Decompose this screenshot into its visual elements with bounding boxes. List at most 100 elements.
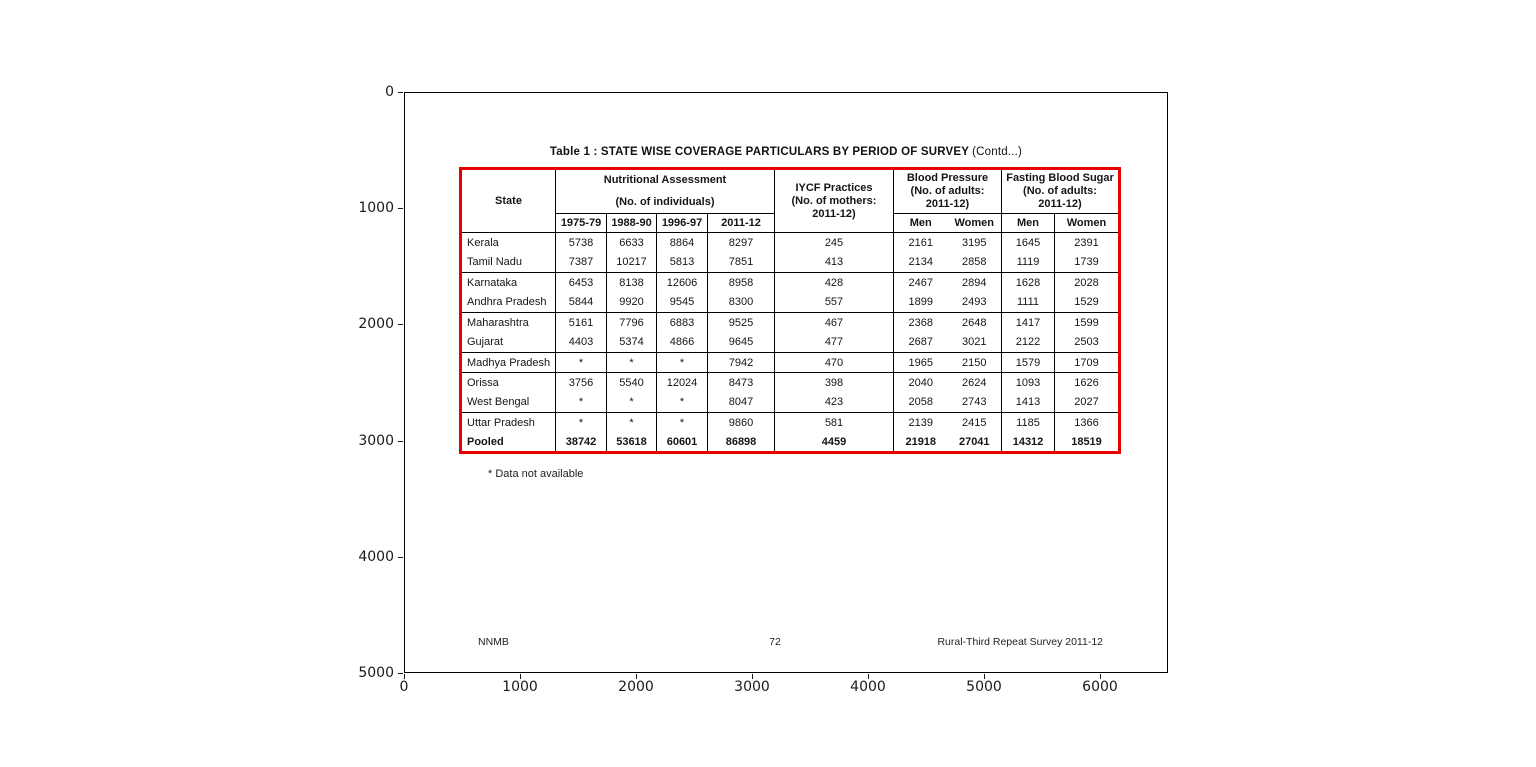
state-cell: Madhya Pradesh <box>460 352 556 373</box>
value-cell: 1628 <box>1001 272 1055 293</box>
value-cell: 398 <box>774 372 894 393</box>
state-cell: Orissa <box>460 372 556 393</box>
x-axis-tick-label: 4000 <box>850 679 886 695</box>
value-cell: 2122 <box>1001 332 1055 353</box>
table-row: Gujarat 4403 5374 4866 9645 477 2687 3021 2122 25… <box>460 332 1120 353</box>
table-row: Karnataka 6453 8138 12606 8958 428 2467 2894 162… <box>460 272 1120 293</box>
header-bp-women: Women <box>947 213 1002 233</box>
value-cell: 2858 <box>962 256 987 269</box>
state-cell: Pooled <box>460 432 556 453</box>
value-cell: 1119 <box>1001 252 1055 273</box>
x-axis-tick-mark <box>1100 674 1101 679</box>
value-cell: 12606 <box>656 272 708 293</box>
header-fbs-women: Women <box>1054 213 1120 233</box>
value-cell: 60601 <box>656 432 708 453</box>
value-cell: 5540 <box>606 372 657 393</box>
footnote: * Data not available <box>488 468 584 480</box>
y-axis-tick-label: 4000 <box>358 548 394 565</box>
y-axis-tick-label: 3000 <box>358 432 394 449</box>
value-cell: 7851 <box>707 252 775 273</box>
value-cell: 5738 <box>555 232 607 253</box>
value-cell: 2134 <box>893 252 948 273</box>
value-cell: 9920 <box>606 292 657 313</box>
value-cell: 477 <box>774 332 894 353</box>
value-cell: 2368 <box>893 312 948 333</box>
table-row: Maharashtra 5161 7796 6883 9525 467 2368 2648 14… <box>460 312 1120 333</box>
header-fbs-line1: Fasting Blood Sugar <box>1006 172 1114 184</box>
coverage-table: State Nutritional Assessment (No. of ind… <box>459 167 1121 454</box>
value-cell: 4403 <box>555 332 607 353</box>
value-cell: 2161 <box>893 232 948 253</box>
header-bp-line2: (No. of adults: <box>910 185 985 197</box>
value-cell: 557 <box>774 292 894 313</box>
value-cell: 8958 <box>707 272 775 293</box>
value-cell: 423 <box>774 392 894 413</box>
x-axis-tick-mark <box>520 674 521 679</box>
value-cell: 2028 <box>1054 272 1120 293</box>
state-cell: Andhra Pradesh <box>460 292 556 313</box>
state-cell: Karnataka <box>460 272 556 293</box>
value-cell: 12024 <box>656 372 708 393</box>
header-year-1988-90: 1988-90 <box>606 213 657 233</box>
value-cell: 1626 <box>1054 372 1120 393</box>
header-iycf: IYCF Practices (No. of mothers: 2011-12) <box>774 168 894 233</box>
value-cell: 245 <box>774 232 894 253</box>
value-cell: 3021 <box>962 336 987 349</box>
x-axis-tick-mark <box>404 674 405 679</box>
value-cell: 1739 <box>1054 252 1120 273</box>
y-axis-tick-mark <box>398 324 403 326</box>
state-cell: Uttar Pradesh <box>460 412 556 433</box>
state-cell: Maharashtra <box>460 312 556 333</box>
value-cell: 2687 <box>893 332 948 353</box>
value-cell: 1579 <box>1001 352 1055 373</box>
value-cell: 5813 <box>656 252 708 273</box>
value-cell: 1093 <box>1001 372 1055 393</box>
value-cell: 7942 <box>707 352 775 373</box>
header-fbs-line2: (No. of adults: <box>1023 185 1097 197</box>
value-cell: * <box>606 412 657 433</box>
x-axis-tick-mark <box>636 674 637 679</box>
x-axis-tick-mark <box>984 674 985 679</box>
value-cell: * <box>656 352 708 373</box>
value-cell: 27041 <box>958 435 990 448</box>
value-cell: 467 <box>774 312 894 333</box>
header-state: State <box>460 168 556 233</box>
value-cell: * <box>555 412 607 433</box>
value-cell: 1417 <box>1001 312 1055 333</box>
y-axis-tick-mark <box>398 440 403 442</box>
value-cell: 3756 <box>555 372 607 393</box>
header-fasting-blood-sugar: Fasting Blood Sugar (No. of adults: 2011… <box>1001 168 1120 214</box>
value-cell: 5844 <box>555 292 607 313</box>
value-cell: 1413 <box>1001 392 1055 413</box>
value-cell: * <box>555 352 607 373</box>
value-cell: 7387 <box>555 252 607 273</box>
y-axis-tick-label: 1000 <box>358 200 394 217</box>
value-cell: 8473 <box>707 372 775 393</box>
value-cell: 1965 <box>893 352 948 373</box>
table-title-suffix: (Contd...) <box>972 146 1023 158</box>
header-year-1996-97: 1996-97 <box>656 213 708 233</box>
table-row: Tamil Nadu 7387 10217 5813 7851 413 2134 2858 11… <box>460 252 1120 273</box>
x-axis-tick-label: 5000 <box>966 679 1002 695</box>
table-row: Uttar Pradesh * * * 9860 581 2139 2415 1185 1366 <box>460 412 1120 433</box>
value-cell: 86898 <box>707 432 775 453</box>
y-axis-tick-label: 2000 <box>358 316 394 333</box>
value-cell: 1111 <box>1001 292 1055 313</box>
header-bp-men: Men <box>893 213 948 233</box>
x-axis-tick-label: 3000 <box>734 679 770 695</box>
header-blood-pressure: Blood Pressure (No. of adults: 2011-12) <box>893 168 1002 214</box>
value-cell: 1185 <box>1001 412 1055 433</box>
header-bp-line1: Blood Pressure <box>906 172 989 184</box>
value-cell: 9860 <box>707 412 775 433</box>
x-axis-tick-label: 1000 <box>502 679 538 695</box>
state-cell: Gujarat <box>460 332 556 353</box>
value-cell: 6633 <box>606 232 657 253</box>
state-cell: Kerala <box>460 232 556 253</box>
table-title-main: Table 1 : STATE WISE COVERAGE PARTICULAR… <box>549 146 970 158</box>
y-axis-tick-mark <box>398 556 403 558</box>
y-axis-tick-label: 5000 <box>358 665 394 681</box>
header-iycf-line3: 2011-12) <box>812 207 856 220</box>
table-row: Kerala 5738 6633 8864 8297 245 2161 3195 1645 239… <box>460 232 1120 253</box>
value-cell: 1709 <box>1054 352 1120 373</box>
value-cell: 9545 <box>656 292 708 313</box>
